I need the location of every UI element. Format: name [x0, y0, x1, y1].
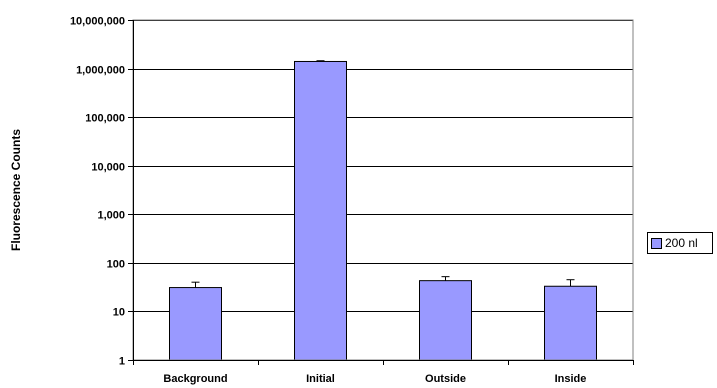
- bar: [295, 61, 347, 360]
- y-tick-label: 1,000: [97, 210, 125, 222]
- legend: 200 nl: [647, 232, 713, 254]
- x-category-label: Inside: [555, 373, 587, 385]
- x-category-label: Initial: [306, 373, 335, 385]
- legend-swatch: [651, 238, 662, 249]
- x-category-label: Background: [163, 373, 227, 385]
- x-category-label: Outside: [425, 373, 466, 385]
- y-tick-label: 100: [107, 259, 125, 271]
- bars: [170, 61, 597, 360]
- y-tick-label: 1,000,000: [76, 65, 125, 77]
- y-tick-label: 10,000,000: [70, 16, 125, 28]
- bar: [545, 286, 597, 360]
- legend-label: 200 nl: [665, 236, 698, 250]
- y-tick-label: 10: [113, 307, 125, 319]
- bar: [420, 281, 472, 360]
- bar: [170, 288, 222, 360]
- y-tick-label: 1: [119, 356, 125, 368]
- y-tick-label: 10,000: [91, 162, 125, 174]
- y-tick-label: 100,000: [85, 113, 125, 125]
- y-axis: 1 10 100 1,000 10,000 100,000 1,000,000 10,000,…: [70, 16, 134, 368]
- x-axis: Background Initial Outside Inside: [133, 360, 634, 385]
- error-bars: [192, 61, 575, 288]
- y-axis-title: Fluorescence Counts: [9, 129, 23, 251]
